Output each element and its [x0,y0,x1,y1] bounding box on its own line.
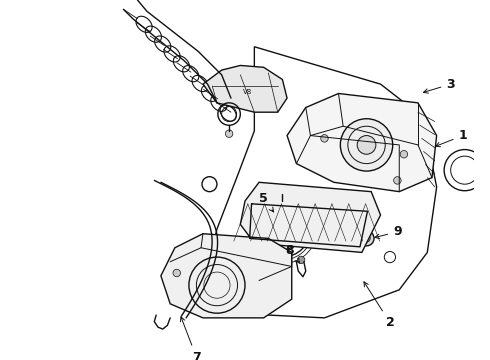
Polygon shape [240,182,381,252]
Circle shape [357,136,376,154]
Text: 4: 4 [0,359,1,360]
Text: 3: 3 [423,78,455,93]
Polygon shape [161,234,292,318]
Text: V8: V8 [243,89,252,95]
Text: 5: 5 [259,192,273,212]
Circle shape [341,119,392,171]
Circle shape [297,256,305,264]
Text: 7: 7 [180,317,201,360]
Polygon shape [203,66,287,112]
Circle shape [359,231,374,246]
Circle shape [321,135,328,142]
Circle shape [173,269,180,277]
Text: 6: 6 [0,359,1,360]
Circle shape [393,177,401,184]
Circle shape [363,235,370,242]
Text: 9: 9 [375,225,402,239]
Circle shape [279,188,286,195]
Polygon shape [287,94,437,192]
Text: 2: 2 [364,282,394,329]
Text: 8: 8 [286,244,299,263]
Text: 1: 1 [436,129,467,147]
Circle shape [225,130,233,138]
Circle shape [400,150,408,158]
